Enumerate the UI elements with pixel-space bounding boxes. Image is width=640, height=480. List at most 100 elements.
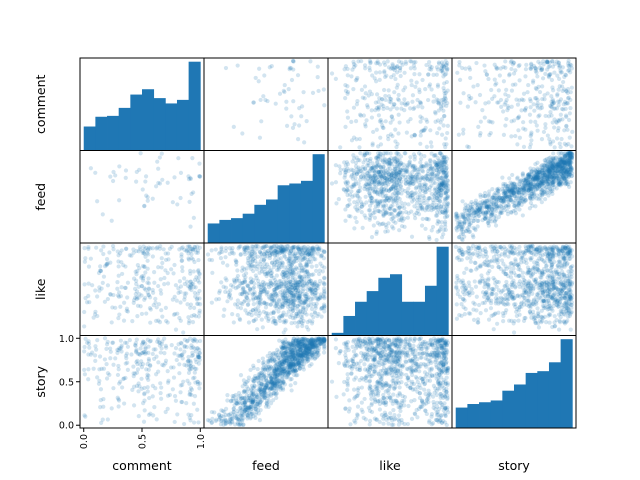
point [408,66,413,71]
point [523,198,528,204]
point [104,257,110,262]
point [417,100,423,105]
point [442,91,447,96]
point [365,103,370,108]
point [385,178,390,183]
point [338,171,343,176]
point [498,66,503,71]
point [362,84,368,89]
point [393,65,398,70]
point [557,327,562,332]
point [377,154,383,159]
point [441,123,446,128]
point [165,281,171,286]
point [371,211,376,216]
point [442,157,447,163]
point [388,204,394,209]
point [163,268,168,273]
point [402,201,408,206]
point [269,311,274,316]
point [412,166,418,172]
point [350,159,355,164]
point [86,281,91,286]
point [158,277,163,282]
point [433,205,438,211]
point [474,294,479,299]
point [269,63,274,69]
point [418,203,423,208]
point [556,61,562,66]
point [429,228,434,233]
point [550,168,555,173]
point [550,59,555,64]
point [352,226,357,231]
point [376,208,381,213]
point [223,255,228,260]
point [481,210,486,215]
point [362,152,367,158]
point [358,151,363,156]
point [420,188,426,193]
point [440,209,445,215]
point [406,186,411,191]
point [322,282,327,287]
point [291,59,296,64]
point [400,62,405,67]
point [186,174,191,179]
point [556,103,561,108]
point [442,168,447,173]
point [552,106,558,111]
point [546,313,551,318]
point [507,265,512,270]
point [352,200,357,205]
point [123,168,129,173]
point [537,89,543,95]
point [429,87,434,92]
point [405,215,410,220]
point [460,237,465,243]
point [490,96,495,102]
point [383,119,388,124]
point [351,156,357,161]
point [457,63,462,68]
point [556,119,562,124]
point [353,119,359,124]
point [197,310,202,315]
point [351,61,356,67]
point [527,145,533,150]
point [264,262,270,267]
point [343,168,348,173]
point [383,203,389,208]
point [235,268,240,273]
point [435,205,440,210]
point [256,79,261,84]
point [401,88,406,93]
point [403,181,408,186]
point [555,128,561,133]
hist-bar-comment-4 [130,94,143,151]
point [368,178,373,183]
point [172,262,177,268]
point [375,220,380,226]
point [381,187,387,192]
point [295,137,301,142]
point [550,101,555,106]
point [396,131,401,136]
point [289,77,295,83]
point [372,76,377,81]
point [280,249,285,255]
point [433,153,438,158]
point [428,158,433,164]
point [362,213,367,218]
point [433,110,438,115]
point [538,61,543,66]
point [556,118,561,123]
point [214,297,219,302]
point [219,280,224,285]
point [221,284,226,289]
point [494,65,499,70]
point [279,264,284,270]
point [317,268,322,273]
point [523,67,529,72]
point [556,99,561,104]
